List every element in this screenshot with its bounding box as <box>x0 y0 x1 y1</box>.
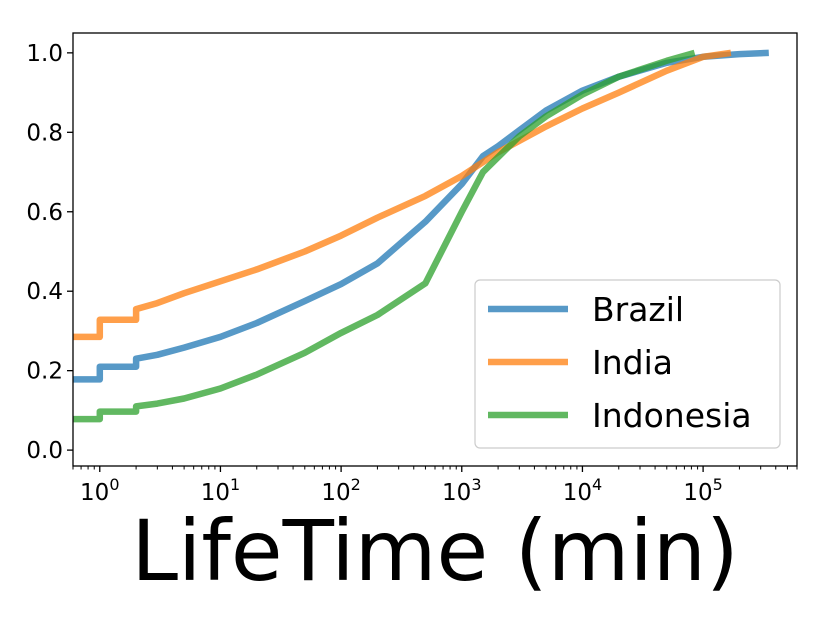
series-line-indonesia <box>73 49 696 423</box>
x-tick-label: 104 <box>563 475 602 506</box>
legend-label-indonesia: Indonesia <box>592 396 752 435</box>
axis-ticks: 0.0 0.2 0.4 0.6 0.8 1.0 100 101 102 103 104 105 <box>26 41 798 506</box>
y-tick-label: 0.4 <box>26 279 63 305</box>
y-tick-label: 0.8 <box>26 120 63 146</box>
y-tick-label: 0.2 <box>26 359 63 385</box>
x-tick-label: 102 <box>321 475 360 506</box>
y-tick-label: 0.6 <box>26 200 63 226</box>
series-line-india <box>73 49 732 341</box>
series-lines <box>73 49 769 423</box>
x-tick-label: 100 <box>80 475 119 506</box>
x-tick-label: 101 <box>201 475 240 506</box>
legend-label-brazil: Brazil <box>592 290 684 329</box>
x-tick-label: 105 <box>683 475 722 506</box>
x-tick-label: 103 <box>442 475 481 506</box>
legend: Brazil India Indonesia <box>474 279 781 449</box>
x-axis-label: LifeTime (min) <box>131 502 739 600</box>
y-tick-label: 1.0 <box>26 41 63 67</box>
legend-box <box>474 279 781 449</box>
legend-label-india: India <box>592 343 673 382</box>
y-tick-label: 0.0 <box>26 438 63 464</box>
